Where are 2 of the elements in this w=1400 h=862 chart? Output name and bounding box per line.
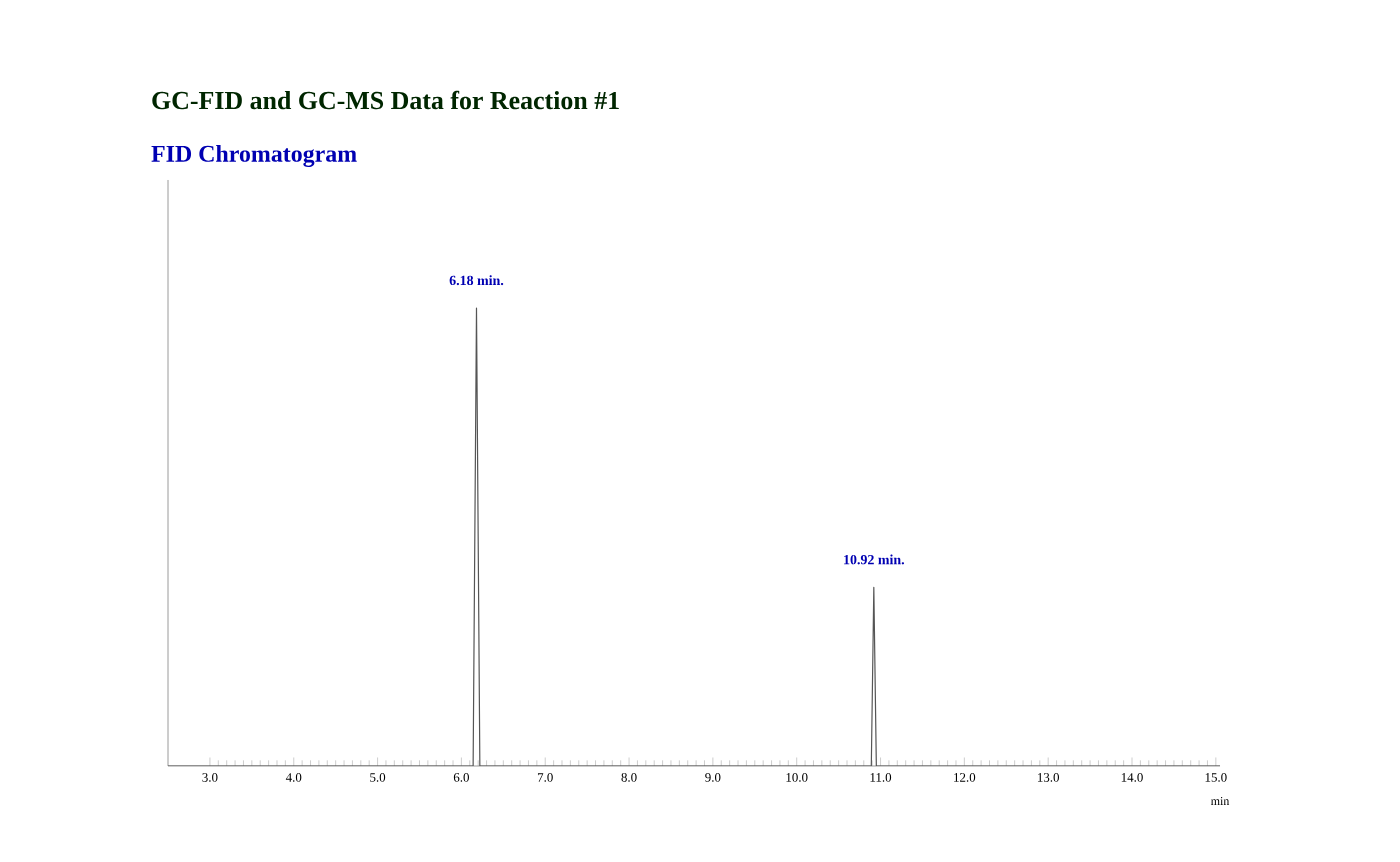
- chart-subtitle: FID Chromatogram: [151, 145, 357, 167]
- chart-title: GC-FID and GC-MS Data for Reaction #1: [152, 90, 619, 110]
